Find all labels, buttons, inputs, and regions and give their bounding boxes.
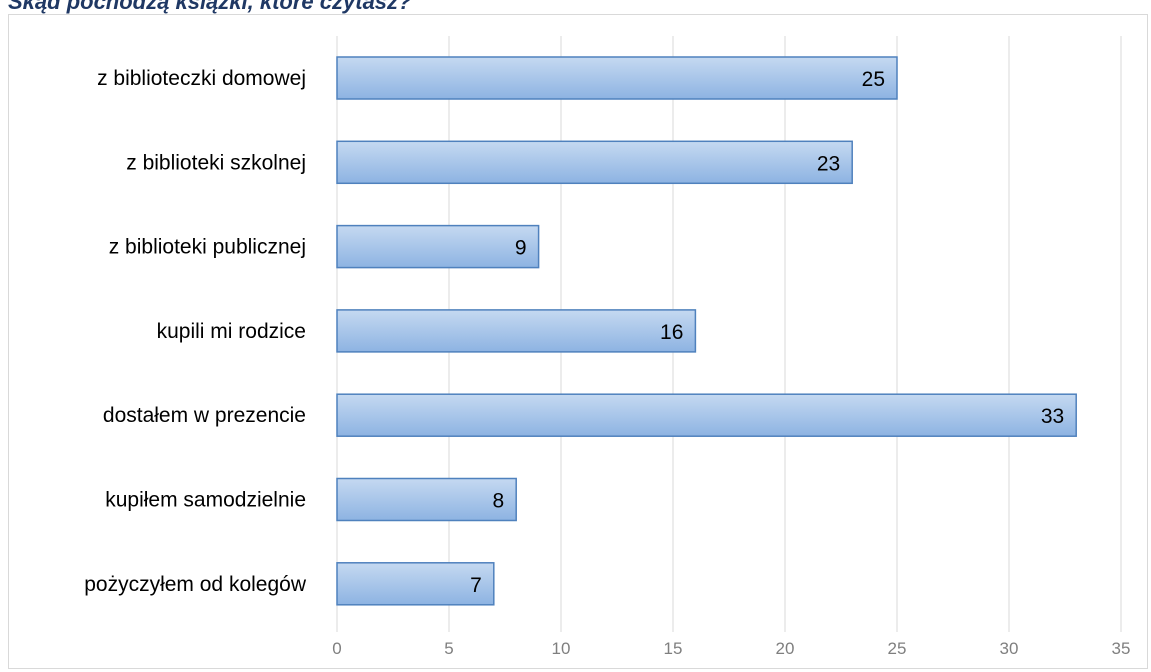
bars: [336, 56, 1077, 606]
bar: [336, 309, 697, 353]
category-label: pożyczyłem od kolegów: [84, 573, 307, 596]
x-axis-tick-labels: 0 5 10 15 20 25 30 35: [332, 639, 1130, 658]
data-labels: 25 23 9 16 33 8 7: [470, 68, 1064, 597]
x-tick-label: 35: [1112, 639, 1131, 658]
bar: [336, 477, 517, 522]
bar: [336, 140, 853, 185]
category-labels: z biblioteczki domowej z biblioteki szkol…: [84, 67, 307, 596]
x-tick-label: 25: [888, 639, 907, 658]
x-tick-label: 30: [1000, 639, 1019, 658]
category-label: z biblioteki szkolnej: [126, 151, 306, 174]
x-tick-label: 0: [332, 639, 341, 658]
x-tick-label: 15: [664, 639, 683, 658]
category-label: kupiłem samodzielnie: [105, 489, 306, 512]
category-label: z biblioteki publicznej: [109, 236, 306, 259]
category-label: dostałem w prezencie: [103, 404, 306, 427]
data-label: 9: [515, 237, 527, 260]
x-tick-label: 5: [444, 639, 453, 658]
data-label: 33: [1041, 405, 1064, 428]
x-tick-label: 20: [776, 639, 795, 658]
data-label: 23: [817, 152, 840, 175]
bar: [336, 56, 898, 100]
bar: [336, 224, 540, 269]
data-label: 8: [493, 490, 505, 513]
data-label: 7: [470, 574, 482, 597]
category-label: kupili mi rodzice: [157, 320, 306, 343]
page-title: Skąd pochodzą książki, które czytasz?: [8, 0, 412, 14]
data-label: 25: [862, 68, 885, 91]
data-label: 16: [660, 321, 683, 344]
x-tick-label: 10: [552, 639, 571, 658]
bar: [336, 393, 1077, 437]
category-label: z biblioteczki domowej: [97, 67, 306, 90]
bar: [336, 562, 495, 606]
